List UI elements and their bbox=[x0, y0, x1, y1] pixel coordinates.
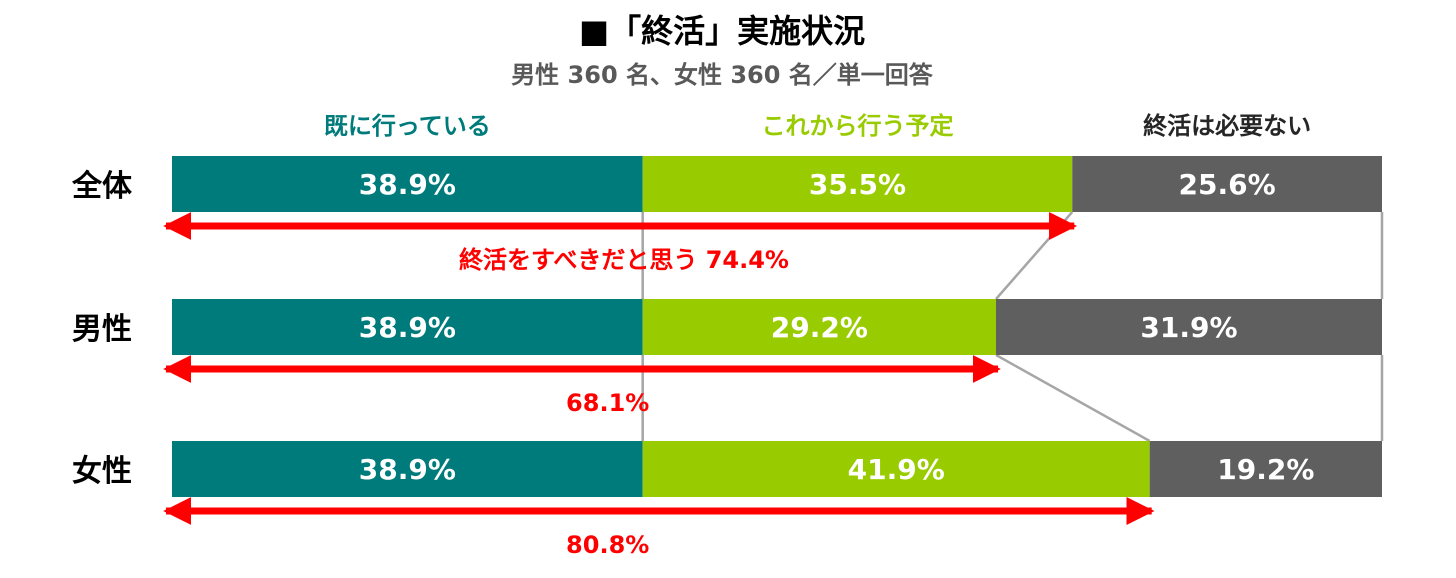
category-label: 全体 bbox=[71, 169, 133, 204]
bar-segment bbox=[172, 156, 643, 212]
data-label: 31.9% bbox=[1140, 311, 1237, 344]
bar-segment bbox=[1072, 156, 1382, 212]
legend-label: これから行う予定 bbox=[761, 112, 953, 140]
category-label: 女性 bbox=[72, 454, 132, 489]
connector-line bbox=[995, 353, 1151, 443]
bar-segment bbox=[172, 299, 643, 355]
bar-segment bbox=[642, 156, 1073, 212]
bar-segment bbox=[642, 441, 1150, 497]
sum-annotation: 68.1% bbox=[566, 389, 649, 417]
sum-annotation: 80.8% bbox=[566, 531, 649, 559]
legend-label: 終活は必要ない bbox=[1143, 112, 1311, 140]
data-label: 38.9% bbox=[359, 453, 456, 486]
chart-title: ■「終活」実施状況 bbox=[579, 12, 865, 50]
data-label: 25.6% bbox=[1179, 168, 1276, 201]
bar-segment bbox=[172, 441, 643, 497]
sum-annotation: 終活をすべきだと思う 74.4% bbox=[459, 246, 789, 274]
bar-segment bbox=[1149, 441, 1382, 497]
category-label: 男性 bbox=[72, 312, 132, 347]
data-label: 29.2% bbox=[771, 311, 868, 344]
data-label: 35.5% bbox=[809, 168, 906, 201]
legend-label: 既に行っている bbox=[324, 112, 491, 140]
bar-segment bbox=[996, 299, 1382, 355]
chart-subtitle: 男性 360 名、女性 360 名／単一回答 bbox=[511, 61, 934, 89]
data-label: 41.9% bbox=[848, 453, 945, 486]
data-label: 38.9% bbox=[359, 168, 456, 201]
data-label: 19.2% bbox=[1217, 453, 1314, 486]
data-label: 38.9% bbox=[359, 311, 456, 344]
bar-segment bbox=[642, 299, 997, 355]
